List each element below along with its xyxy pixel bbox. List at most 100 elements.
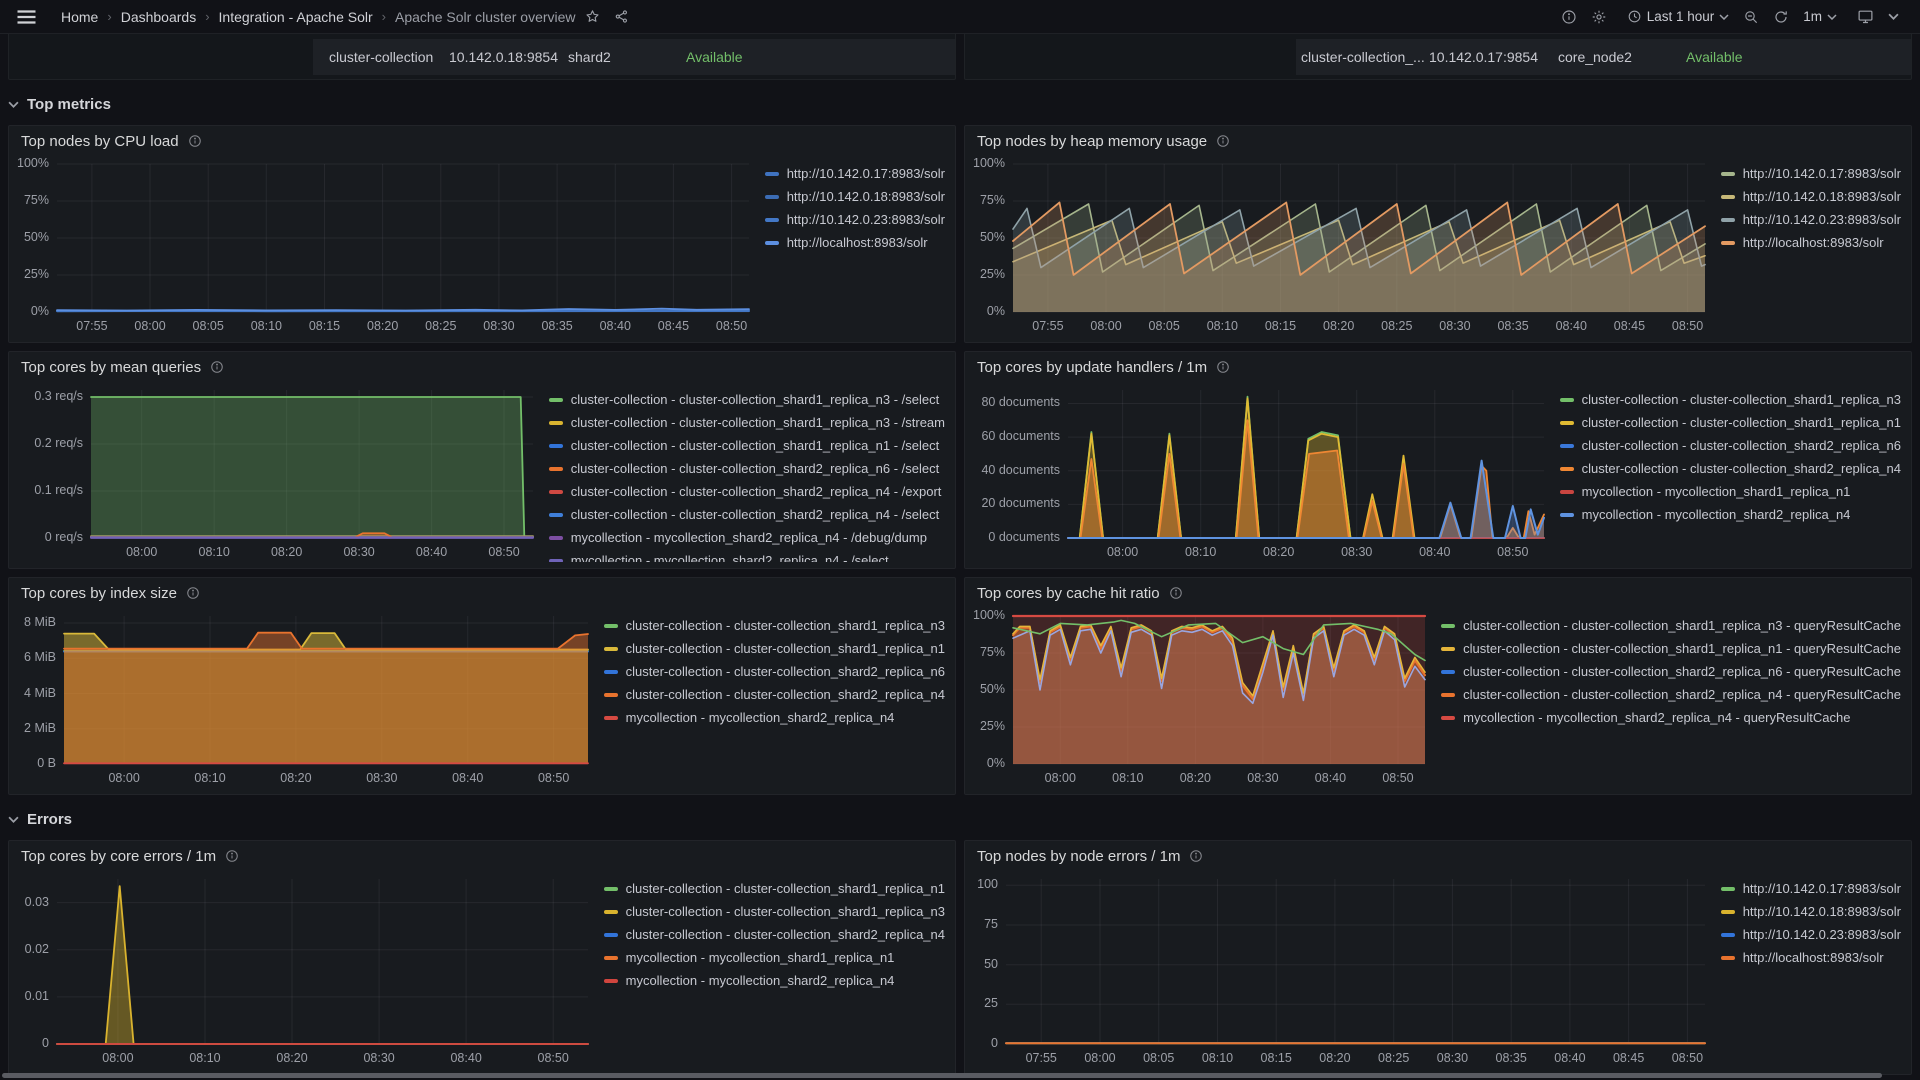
legend-item[interactable]: http://localhost:8983/solr [1720, 946, 1901, 969]
panel-title[interactable]: Top cores by index size [21, 584, 177, 602]
x-tick-label: 08:10 [1185, 545, 1217, 559]
legend-item[interactable]: mycollection - mycollection_shard1_repli… [603, 946, 945, 969]
legend-item[interactable]: cluster-collection - cluster-collection_… [548, 480, 945, 503]
dashboard-settings-button[interactable] [1584, 5, 1614, 29]
section-top-metrics[interactable]: Top metrics [8, 96, 1912, 113]
legend-item[interactable]: cluster-collection - cluster-collection_… [1441, 614, 1901, 637]
legend-item[interactable]: http://10.142.0.17:8983/solr [1720, 162, 1901, 185]
legend-item[interactable]: mycollection - mycollection_shard2_repli… [1441, 706, 1901, 729]
share-dashboard-button[interactable] [607, 5, 636, 28]
section-errors[interactable]: Errors [8, 811, 1912, 828]
legend-item[interactable]: mycollection - mycollection_shard2_repli… [603, 969, 945, 992]
x-tick-label: 08:30 [1247, 771, 1279, 785]
chart-core-errors[interactable]: 0 0.01 0.02 0.03 08:00 08:10 08:20 08:30 08:40 08… [15, 871, 592, 1068]
info-icon[interactable] [1189, 849, 1203, 863]
x-tick-label: 08:00 [1106, 545, 1139, 559]
refresh-dashboard-button[interactable] [1766, 5, 1796, 29]
hamburger-icon [17, 9, 36, 24]
legend-item[interactable]: cluster-collection - cluster-collection_… [1441, 660, 1901, 683]
legend-item[interactable]: http://10.142.0.17:8983/solr [1720, 877, 1901, 900]
breadcrumb-folder[interactable]: Integration - Apache Solr [218, 8, 373, 25]
time-range-picker[interactable]: Last 1 hour [1620, 5, 1737, 28]
panel-title[interactable]: Top nodes by heap memory usage [977, 132, 1208, 150]
legend-item[interactable]: http://localhost:8983/solr [1720, 231, 1901, 254]
info-icon[interactable] [188, 134, 202, 148]
legend-item[interactable]: http://10.142.0.18:8983/solr [764, 185, 945, 208]
panel-title[interactable]: Top cores by core errors / 1m [21, 847, 217, 865]
x-tick-label: 08:40 [1554, 1051, 1586, 1065]
legend-swatch [1559, 420, 1574, 425]
legend-label: http://10.142.0.23:8983/solr [1742, 212, 1901, 227]
menu-toggle-button[interactable] [10, 6, 43, 28]
panel-title[interactable]: Top nodes by node errors / 1m [977, 847, 1181, 865]
info-icon[interactable] [1216, 134, 1230, 148]
chart-index-size[interactable]: 0 B 2 MiB 4 MiB 6 MiB 8 MiB 08:00 08:10 08:20 08… [15, 608, 592, 788]
chart-node-errors[interactable]: 0 25 50 75 100 07:55 08:00 08:05 08:10 08:15 08:20… [971, 871, 1709, 1068]
legend-item[interactable]: http://10.142.0.17:8983/solr [764, 162, 945, 185]
legend-item[interactable]: http://10.142.0.18:8983/solr [1720, 185, 1901, 208]
legend-item[interactable]: cluster-collection - cluster-collection_… [603, 637, 945, 660]
legend-swatch [764, 194, 779, 199]
x-tick-label: 07:55 [76, 319, 108, 333]
dashboard-insights-button[interactable] [1554, 5, 1584, 29]
breadcrumb-separator: › [381, 9, 386, 24]
legend-item[interactable]: cluster-collection - cluster-collection_… [1441, 683, 1901, 706]
panel-title[interactable]: Top cores by mean queries [21, 358, 202, 376]
info-icon[interactable] [225, 849, 239, 863]
chart-cache-hit-ratio[interactable]: 0% 25% 50% 75% 100% 08:00 08:10 08:20 08:30 08:40… [971, 608, 1429, 788]
legend-label: http://10.142.0.23:8983/solr [1742, 927, 1901, 942]
horizontal-scrollbar[interactable] [2, 1073, 1882, 1078]
breadcrumb-home[interactable]: Home [61, 8, 99, 25]
info-icon[interactable] [1169, 586, 1183, 600]
panel-title[interactable]: Top nodes by CPU load [21, 132, 179, 150]
legend-item[interactable]: http://10.142.0.23:8983/solr [1720, 923, 1901, 946]
legend-item[interactable]: cluster-collection - cluster-collection_… [1559, 411, 1901, 434]
legend-item[interactable]: http://10.142.0.23:8983/solr [1720, 208, 1901, 231]
legend-item[interactable]: cluster-collection - cluster-collection_… [1559, 434, 1901, 457]
legend-item[interactable]: mycollection - mycollection_shard1_repli… [1559, 480, 1901, 503]
legend-item[interactable]: cluster-collection - cluster-collection_… [548, 434, 945, 457]
legend-item[interactable]: cluster-collection - cluster-collection_… [603, 614, 945, 637]
legend-label: cluster-collection - cluster-collection_… [570, 392, 940, 407]
legend-item[interactable]: mycollection - mycollection_shard2_repli… [1559, 503, 1901, 526]
x-tick-label: 08:00 [102, 1051, 134, 1065]
legend-item[interactable]: mycollection - mycollection_shard2_repli… [548, 526, 945, 549]
panel-top-nodes-node-errors: Top nodes by node errors / 1m 0 25 50 75 100… [964, 840, 1912, 1075]
x-tick-label: 08:30 [363, 1051, 395, 1065]
legend-label: cluster-collection - cluster-collection_… [625, 904, 945, 919]
zoom-out-time-button[interactable] [1736, 5, 1766, 29]
legend-item[interactable]: cluster-collection - cluster-collection_… [603, 683, 945, 706]
refresh-interval-picker[interactable]: 1m [1796, 5, 1844, 28]
favorite-dashboard-button[interactable] [578, 5, 607, 28]
legend-item[interactable]: cluster-collection - cluster-collection_… [548, 388, 945, 411]
chart-mean-queries[interactable]: 0 req/s 0.1 req/s 0.2 req/s 0.3 req/s 08:00 0… [15, 382, 537, 562]
chart-cpu-load[interactable]: 0% 25% 50% 75% 100% 07:55 08:00 08:05 08:10 08:15… [15, 156, 753, 336]
legend-item[interactable]: cluster-collection - cluster-collection_… [603, 660, 945, 683]
panel-title[interactable]: Top cores by update handlers / 1m [977, 358, 1208, 376]
legend-item[interactable]: cluster-collection - cluster-collection_… [548, 503, 945, 526]
tv-mode-button[interactable] [1850, 4, 1881, 29]
x-tick-label: 08:00 [108, 771, 140, 785]
legend-item[interactable]: cluster-collection - cluster-collection_… [1559, 457, 1901, 480]
info-icon[interactable] [1216, 360, 1230, 374]
navbar-more-button[interactable] [1881, 9, 1906, 24]
legend-item[interactable]: http://localhost:8983/solr [764, 231, 945, 254]
info-icon[interactable] [210, 360, 224, 374]
legend-item[interactable]: cluster-collection - cluster-collection_… [1559, 388, 1901, 411]
legend-item[interactable]: cluster-collection - cluster-collection_… [548, 411, 945, 434]
panel-title[interactable]: Top cores by cache hit ratio [977, 584, 1160, 602]
legend-item[interactable]: cluster-collection - cluster-collection_… [603, 900, 945, 923]
chart-update-handlers[interactable]: 0 documents 20 documents 40 documents 60 do… [971, 382, 1548, 562]
legend-item[interactable]: mycollection - mycollection_shard2_repli… [603, 706, 945, 729]
x-tick-label: 08:00 [1084, 1051, 1116, 1065]
legend-item[interactable]: cluster-collection - cluster-collection_… [603, 877, 945, 900]
breadcrumb-dashboards[interactable]: Dashboards [120, 8, 197, 25]
chart-heap-memory[interactable]: 0% 25% 50% 75% 100% 07:55 08:00 08:05 08:10 08:15… [971, 156, 1709, 336]
legend-item[interactable]: cluster-collection - cluster-collection_… [1441, 637, 1901, 660]
legend-item[interactable]: mycollection - mycollection_shard2_repli… [548, 549, 945, 562]
legend-item[interactable]: cluster-collection - cluster-collection_… [548, 457, 945, 480]
legend-item[interactable]: cluster-collection - cluster-collection_… [603, 923, 945, 946]
info-icon[interactable] [186, 586, 200, 600]
legend-item[interactable]: http://10.142.0.18:8983/solr [1720, 900, 1901, 923]
legend-item[interactable]: http://10.142.0.23:8983/solr [764, 208, 945, 231]
